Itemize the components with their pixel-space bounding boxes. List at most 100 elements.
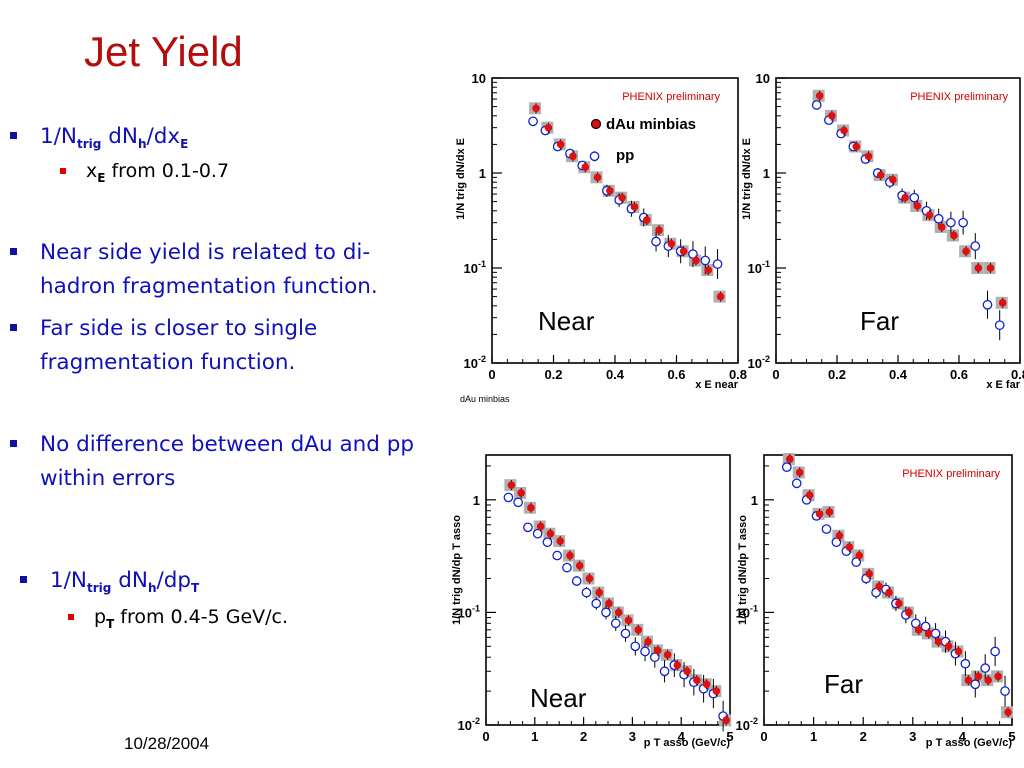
chart-xe-far: 0 0.2 0.4 0.6 0.8 10-2 10-1 1 10 1/N trig dN/dx E…: [741, 71, 1024, 391]
dau-point: [924, 629, 933, 638]
x-tick-label: 2: [580, 729, 587, 744]
dau-point: [914, 626, 923, 634]
preliminary-label: PHENIX preliminary: [622, 91, 720, 103]
dau-point: [634, 626, 643, 634]
dau-point: [805, 491, 814, 499]
dau-point: [925, 211, 934, 219]
pp-point: [610, 618, 621, 629]
dau-point: [507, 481, 516, 489]
x-tick-label: 0: [772, 367, 779, 382]
dau-point: [852, 142, 861, 151]
dau-point: [962, 247, 970, 256]
y-tick-label: 10-1: [736, 603, 758, 620]
dau-point: [655, 226, 663, 234]
dau-point: [546, 529, 555, 538]
pp-point: [933, 213, 944, 224]
dau-point: [536, 522, 545, 531]
x-tick-label: 0.6: [950, 367, 968, 382]
x-axis-label: p T asso (GeV/c): [644, 737, 731, 749]
dau-point: [864, 152, 873, 161]
dau-point: [556, 140, 565, 149]
panel-label: Near: [538, 306, 595, 336]
x-tick-label: 1: [531, 729, 538, 744]
panel-label: Near: [530, 683, 587, 713]
slide-date: 10/28/2004: [124, 734, 210, 753]
dau-point: [517, 489, 525, 497]
y-axis-label: 1/N trig dN/dp T asso: [737, 515, 749, 625]
dau-point: [986, 264, 995, 272]
dau-point: [673, 661, 682, 669]
dau-point: [840, 126, 848, 135]
dau-point: [679, 247, 688, 256]
dau-point: [964, 676, 973, 684]
x-tick-label: 4: [678, 729, 686, 744]
dau-point: [835, 531, 844, 540]
dau-point: [875, 582, 883, 591]
x-tick-label: 0: [488, 367, 495, 382]
pp-point: [528, 116, 538, 127]
y-tick-label: 10-2: [458, 716, 480, 733]
x-tick-label: 0.6: [667, 367, 685, 382]
legend-dau-marker: [590, 118, 602, 130]
pp-point: [946, 217, 956, 228]
dau-point: [605, 599, 613, 608]
dau-point: [934, 637, 943, 646]
pp-point: [601, 607, 611, 618]
y-tick-label: 1: [751, 493, 758, 508]
preliminary-label: PHENIX preliminary: [910, 91, 1008, 103]
pp-point: [659, 666, 670, 677]
dau-point: [712, 687, 721, 695]
dau-point: [581, 163, 590, 172]
bullet-marker: [10, 440, 17, 447]
legend-dau-label: dAu minbias: [606, 116, 696, 133]
dau-point: [845, 543, 854, 551]
dau-point: [974, 672, 983, 681]
x-tick-label: 3: [909, 729, 916, 744]
y-tick-label: 10-1: [458, 603, 480, 620]
bullet-marker: [10, 248, 17, 255]
pp-point: [589, 151, 600, 162]
pp-point: [700, 255, 711, 266]
x-tick-label: 5: [1008, 729, 1015, 744]
bullet-marker: [10, 132, 17, 139]
x-tick-label: 0: [760, 729, 767, 744]
pp-point: [811, 100, 822, 110]
dau-point: [585, 574, 594, 583]
pp-point: [920, 621, 931, 632]
pp-point: [649, 652, 660, 663]
dau-point: [606, 186, 614, 195]
y-tick-label: 1: [479, 166, 486, 181]
dau-point: [722, 716, 730, 725]
pp-point: [523, 522, 533, 533]
dau-point: [954, 647, 963, 656]
subbullet-marker: [68, 614, 74, 620]
pp-point: [791, 478, 802, 489]
pp-point: [630, 641, 641, 652]
dau-point: [692, 256, 700, 265]
x-tick-label: 1: [810, 729, 817, 744]
pp-point: [970, 241, 981, 251]
dau-point: [937, 223, 946, 231]
bullet-marker: [20, 576, 27, 583]
y-tick-label: 1: [763, 166, 770, 181]
dau-point: [876, 171, 885, 179]
dau-point: [895, 599, 903, 608]
y-axis-label: 1/N trig dN/dx E: [455, 138, 467, 220]
y-tick-label: 10-2: [748, 354, 770, 371]
panel-label: Far: [860, 306, 899, 336]
pp-point: [513, 497, 524, 508]
dau-point: [532, 104, 540, 113]
dau-point: [944, 642, 953, 651]
pp-point: [581, 587, 592, 598]
x-tick-label: 0.2: [544, 367, 562, 382]
dau-point: [855, 551, 864, 560]
x-tick-label: 5: [726, 729, 733, 744]
dau-point: [950, 231, 958, 240]
dau-point: [663, 651, 672, 659]
x-tick-label: 0.2: [828, 367, 846, 382]
dau-point: [815, 91, 824, 100]
bullet-list: 1/Ntrig dNh/dxE xE from 0.1-0.7 Near sid…: [0, 0, 450, 768]
pp-point: [620, 628, 631, 639]
pp-point: [994, 320, 1005, 331]
bullet-pt-yield: 1/Ntrig dNh/dpT: [20, 564, 199, 605]
